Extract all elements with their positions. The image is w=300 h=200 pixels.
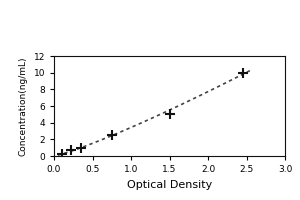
Y-axis label: Concentration(ng/mL): Concentration(ng/mL) [19,56,28,156]
X-axis label: Optical Density: Optical Density [127,180,212,190]
